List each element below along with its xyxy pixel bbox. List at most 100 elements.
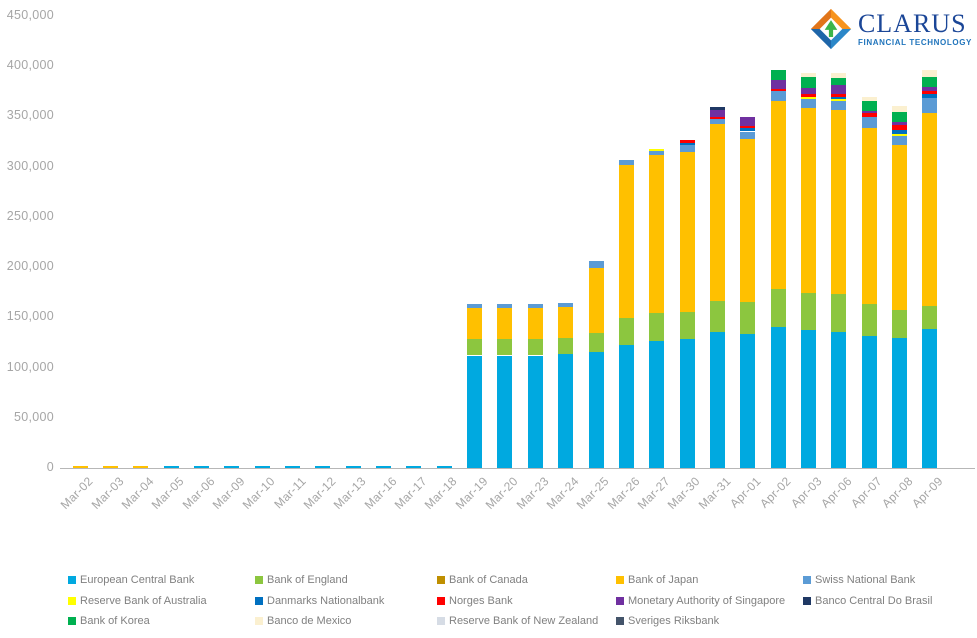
bar-segment-european-central-bank (163, 466, 179, 468)
legend-label: European Central Bank (80, 574, 195, 586)
bar-segment-monetary-authority-of-singapore (709, 110, 725, 118)
legend-item-european-central-bank[interactable]: European Central Bank (68, 574, 194, 586)
bar-segment-norges-bank (679, 139, 695, 143)
x-axis-tick-label: Mar-09 (209, 474, 248, 513)
bar-segment-swiss-national-bank (801, 99, 817, 109)
bar-segment-swiss-national-bank (770, 91, 786, 102)
bar-segment-bank-of-korea (831, 78, 847, 86)
legend-item-bank-of-england[interactable]: Bank of England (255, 574, 348, 586)
bar-segment-european-central-bank (588, 352, 604, 468)
bar-segment-european-central-bank (315, 466, 331, 468)
legend-label: Bank of Canada (449, 574, 528, 586)
bar-segment-reserve-bank-of-australia (649, 148, 665, 151)
x-axis-line (60, 468, 975, 469)
bar-segment-bank-of-japan (892, 144, 908, 311)
x-axis-tick-label: Mar-13 (331, 474, 370, 513)
y-axis-tick-label: 400,000 (6, 58, 54, 73)
bar-segment-european-central-bank (922, 329, 938, 468)
bar-segment-danmarks-nationalbank (740, 128, 756, 132)
bar-segment-bank-of-england (558, 338, 574, 355)
bar-segment-monetary-authority-of-singapore (770, 80, 786, 90)
bar-segment-bank-of-england (770, 289, 786, 328)
bar-segment-swiss-national-bank (679, 144, 695, 152)
x-axis-tick-label: Mar-23 (513, 474, 552, 513)
bar-segment-bank-of-england (892, 310, 908, 339)
legend-swatch (803, 576, 811, 584)
legend-label: Bank of Korea (80, 615, 150, 627)
bar-segment-european-central-bank (436, 466, 452, 468)
bar-segment-norges-bank (892, 125, 908, 130)
bar-segment-bank-of-england (709, 301, 725, 333)
legend-label: Norges Bank (449, 595, 513, 607)
bar-segment-swiss-national-bank (618, 159, 634, 165)
legend-swatch (437, 597, 445, 605)
clarus-logo: CLARUS FINANCIAL TECHNOLOGY (808, 8, 972, 50)
legend-item-swiss-national-bank[interactable]: Swiss National Bank (803, 574, 915, 586)
legend-label: Banco de Mexico (267, 615, 352, 627)
legend-swatch (255, 617, 263, 625)
bar-segment-reserve-bank-of-australia (892, 133, 908, 136)
legend-item-reserve-bank-of-australia[interactable]: Reserve Bank of Australia (68, 595, 207, 607)
bar-segment-bank-of-korea (770, 70, 786, 81)
bar-segment-swiss-national-bank (497, 304, 513, 309)
stacked-bar-chart: 0 50,000 100,000 150,000 200,000 250,000 300,0… (6, 8, 975, 513)
bar-segment-bank-of-korea (861, 101, 877, 112)
bar-segment-european-central-bank (376, 466, 392, 468)
bar-segment-norges-bank (709, 117, 725, 120)
y-axis-tick-label: 150,000 (6, 309, 54, 324)
legend-item-banco-central-do-brasil[interactable]: Banco Central Do Brasil (803, 595, 932, 607)
legend-item-bank-of-canada[interactable]: Bank of Canada (437, 574, 528, 586)
logo-subtitle: FINANCIAL TECHNOLOGY (857, 38, 972, 47)
bar-segment-european-central-bank (406, 466, 422, 468)
bar-segment-norges-bank (831, 94, 847, 98)
bar-segment-banco-de-mexico (861, 97, 877, 102)
bar-segment-bank-of-japan (588, 268, 604, 334)
x-axis-tick-label: Mar-24 (543, 474, 582, 513)
bar-segment-banco-de-mexico (892, 106, 908, 113)
bar-segment-monetary-authority-of-singapore (861, 111, 877, 114)
bar-segment-european-central-bank (801, 330, 817, 468)
legend-item-banco-de-mexico[interactable]: Banco de Mexico (255, 615, 351, 627)
legend-item-monetary-authority-of-singapore[interactable]: Monetary Authority of Singapore (616, 595, 785, 607)
x-axis-tick-label: Apr-03 (787, 474, 825, 511)
legend-label: Danmarks Nationalbank (267, 595, 385, 607)
bar-segment-swiss-national-bank (892, 135, 908, 145)
legend-label: Reserve Bank of New Zealand (449, 615, 599, 627)
legend-item-bank-of-japan[interactable]: Bank of Japan (616, 574, 698, 586)
bar-segment-bank-of-england (861, 304, 877, 337)
bar-segment-monetary-authority-of-singapore (831, 85, 847, 95)
bar-segment-bank-of-england (497, 339, 513, 356)
legend-item-norges-bank[interactable]: Norges Bank (437, 595, 513, 607)
bar-segment-banco-de-mexico (831, 73, 847, 79)
legend-item-sveriges-riksbank[interactable]: Sveriges Riksbank (616, 615, 719, 627)
x-axis-tick-label: Mar-10 (240, 474, 279, 513)
bar-segment-european-central-bank (224, 466, 240, 468)
x-axis-tick-label: Apr-06 (818, 474, 855, 511)
x-axis-tick-label: Apr-01 (727, 474, 764, 511)
y-axis-tick-label: 0 (46, 460, 54, 474)
bar-segment-norges-bank (861, 113, 877, 118)
x-axis-tick-label: Mar-18 (422, 474, 461, 513)
bar-segment-bank-of-japan (527, 308, 543, 340)
bar-segment-swiss-national-bank (861, 117, 877, 129)
x-axis-tick-label: Mar-25 (573, 474, 612, 513)
legend-swatch (616, 576, 624, 584)
bar-segment-european-central-bank (467, 355, 483, 468)
legend-swatch (68, 576, 76, 584)
y-axis-tick-label: 450,000 (6, 8, 54, 22)
x-axis-tick-label: Mar-31 (695, 474, 734, 513)
x-axis-tick-label: Apr-08 (878, 474, 916, 511)
legend-item-danmarks-nationalbank[interactable]: Danmarks Nationalbank (255, 595, 384, 607)
y-axis-tick-label: 100,000 (6, 359, 54, 374)
bar-segment-european-central-bank (709, 332, 725, 468)
bar-segment-bank-of-england (527, 339, 543, 356)
bar-segment-swiss-national-bank (649, 150, 665, 155)
legend-label: Banco Central Do Brasil (815, 595, 933, 607)
bar-segment-bank-of-england (922, 306, 938, 330)
bar-segment-swiss-national-bank (709, 119, 725, 125)
bar-segment-bank-of-england (740, 302, 756, 335)
bar-segment-monetary-authority-of-singapore (801, 88, 817, 95)
legend-item-reserve-bank-of-new-zealand[interactable]: Reserve Bank of New Zealand (437, 615, 598, 627)
legend-item-bank-of-korea[interactable]: Bank of Korea (68, 615, 150, 627)
